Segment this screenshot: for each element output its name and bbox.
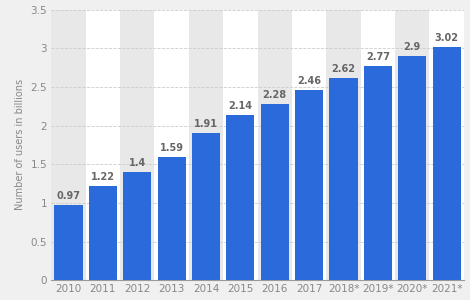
Text: 0.97: 0.97 [56, 191, 80, 201]
Bar [226, 115, 254, 280]
Text: 2.9: 2.9 [404, 42, 421, 52]
Bar [326, 10, 361, 280]
Text: 2.28: 2.28 [263, 90, 287, 100]
Bar [329, 78, 358, 280]
Bar [89, 186, 117, 280]
Text: 2.77: 2.77 [366, 52, 390, 62]
Bar [192, 133, 220, 280]
Bar [120, 10, 155, 280]
Text: 1.4: 1.4 [129, 158, 146, 168]
Y-axis label: Number of users in billions: Number of users in billions [15, 80, 25, 211]
Text: 2.46: 2.46 [297, 76, 321, 86]
Text: 1.59: 1.59 [160, 143, 184, 153]
Bar [55, 205, 83, 280]
Bar [398, 56, 426, 280]
Bar [364, 66, 392, 280]
Bar [157, 157, 186, 280]
Text: 3.02: 3.02 [435, 33, 459, 43]
Bar [395, 10, 430, 280]
Bar [51, 10, 86, 280]
Text: 1.22: 1.22 [91, 172, 115, 182]
Bar [261, 104, 289, 280]
Bar [189, 10, 223, 280]
Bar [123, 172, 151, 280]
Bar [258, 10, 292, 280]
Text: 1.91: 1.91 [194, 119, 218, 129]
Text: 2.14: 2.14 [228, 101, 252, 111]
Text: 2.62: 2.62 [331, 64, 355, 74]
Bar [295, 90, 323, 280]
Bar [432, 47, 461, 280]
